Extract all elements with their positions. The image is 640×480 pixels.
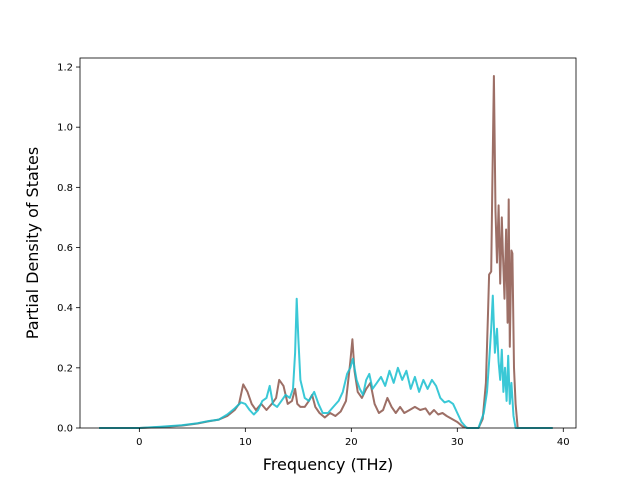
x-tick-label: 40 (557, 437, 570, 448)
y-tick-label: 1.0 (57, 123, 73, 134)
y-tick-label: 0.0 (57, 424, 73, 435)
y-axis-ticks: 0.0 0.2 0.4 0.6 0.8 1.0 1.2 (57, 63, 80, 435)
y-tick-label: 0.4 (57, 303, 73, 314)
y-tick-label: 0.2 (57, 363, 73, 374)
series-line-1 (99, 75, 553, 429)
plot-frame (79, 57, 577, 429)
y-axis-label: Partial Density of States (23, 147, 42, 339)
series-layer (99, 75, 553, 429)
y-tick-label: 0.6 (57, 243, 73, 254)
x-tick-label: 0 (136, 437, 142, 448)
x-tick-label: 10 (239, 437, 252, 448)
x-axis-ticks: 0 10 20 30 40 (136, 428, 570, 448)
series-line-2 (99, 294, 553, 429)
y-tick-label: 1.2 (57, 63, 73, 74)
x-tick-label: 30 (451, 437, 464, 448)
x-tick-label: 20 (345, 437, 358, 448)
x-axis-label: Frequency (THz) (263, 455, 393, 474)
y-tick-label: 0.8 (57, 183, 73, 194)
